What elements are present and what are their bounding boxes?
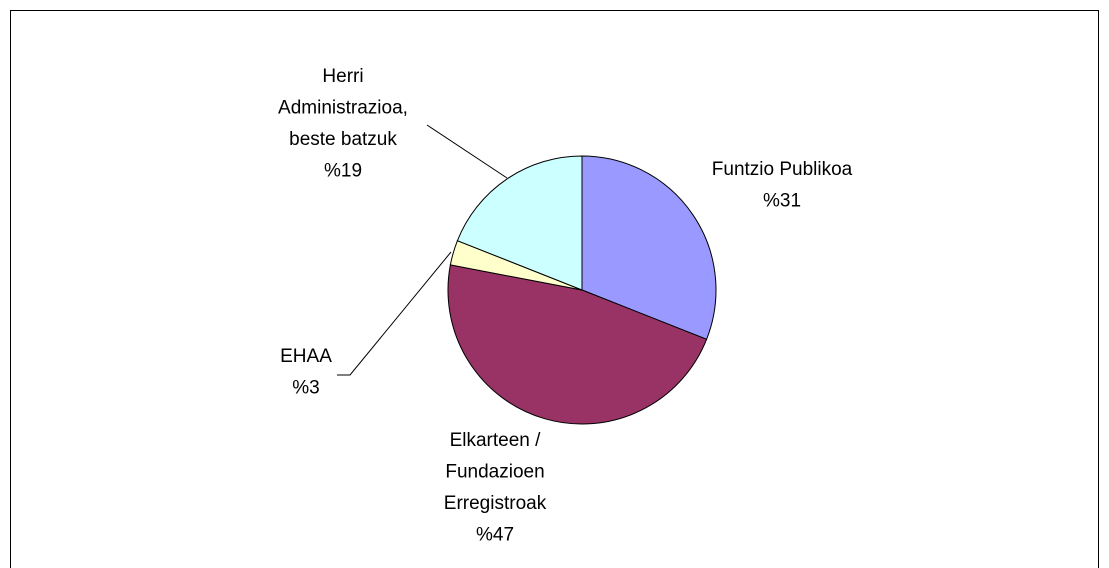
value-label: %19	[324, 161, 362, 182]
slice-label: Herri	[322, 66, 363, 87]
slice-label: Funtzio Publikoa	[712, 159, 853, 180]
value-label: %3	[292, 378, 319, 399]
slice-label: EHAA	[280, 346, 332, 367]
leader-line	[337, 251, 452, 376]
slice-label: Erregistroak	[444, 493, 547, 514]
leader-line	[426, 124, 508, 179]
pie-slice	[456, 155, 583, 291]
slice-label: Elkarteen /	[450, 430, 542, 451]
value-label: %31	[763, 191, 801, 212]
pie-slice	[447, 264, 708, 425]
value-label: %47	[476, 525, 514, 546]
slice-label: Fundazioen	[445, 462, 544, 483]
slice-label: Administrazioa,	[278, 98, 408, 119]
pie-slice	[581, 155, 717, 340]
slice-label: beste batzuk	[289, 129, 397, 150]
